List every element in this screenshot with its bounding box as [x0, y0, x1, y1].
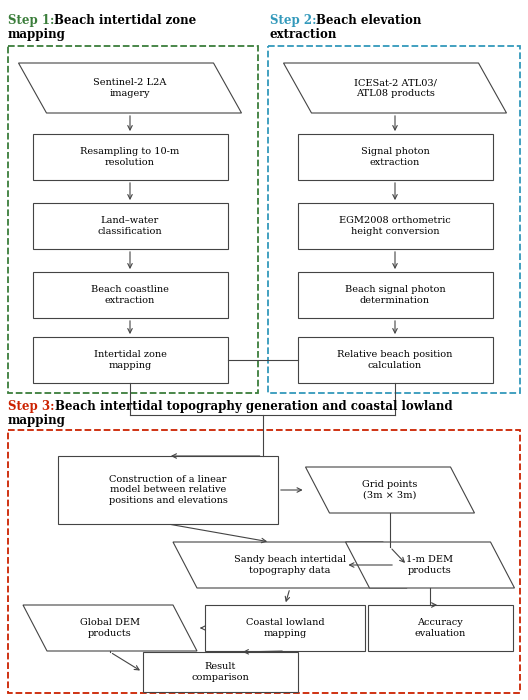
FancyBboxPatch shape — [33, 272, 228, 318]
Text: mapping: mapping — [8, 414, 66, 427]
Bar — [268, 46, 520, 393]
FancyBboxPatch shape — [33, 203, 228, 249]
Text: ICESat-2 ATL03/
ATL08 products: ICESat-2 ATL03/ ATL08 products — [354, 78, 437, 98]
Text: Intertidal zone
mapping: Intertidal zone mapping — [93, 350, 166, 370]
Text: 1-m DEM
products: 1-m DEM products — [407, 555, 454, 575]
Text: Coastal lowland
mapping: Coastal lowland mapping — [246, 618, 324, 638]
FancyBboxPatch shape — [33, 134, 228, 180]
Bar — [8, 430, 520, 693]
FancyBboxPatch shape — [297, 203, 493, 249]
FancyBboxPatch shape — [33, 337, 228, 383]
FancyBboxPatch shape — [297, 337, 493, 383]
Text: Step 2:: Step 2: — [270, 14, 316, 27]
Text: Sentinel-2 L2A
imagery: Sentinel-2 L2A imagery — [93, 78, 167, 98]
Text: Resampling to 10-m
resolution: Resampling to 10-m resolution — [80, 147, 180, 167]
Text: Beach intertidal topography generation and coastal lowland: Beach intertidal topography generation a… — [55, 400, 452, 413]
FancyBboxPatch shape — [143, 652, 297, 692]
Text: mapping: mapping — [8, 28, 66, 41]
Polygon shape — [23, 605, 197, 651]
FancyBboxPatch shape — [297, 134, 493, 180]
Text: Signal photon
extraction: Signal photon extraction — [361, 147, 429, 167]
FancyBboxPatch shape — [205, 605, 365, 651]
Polygon shape — [18, 63, 241, 113]
Text: Land–water
classification: Land–water classification — [98, 216, 162, 236]
Text: Construction of a linear
model between relative
positions and elevations: Construction of a linear model between r… — [109, 475, 228, 505]
Polygon shape — [173, 542, 407, 588]
Text: Sandy beach intertidal
topography data: Sandy beach intertidal topography data — [234, 555, 346, 575]
Text: Relative beach position
calculation: Relative beach position calculation — [337, 350, 452, 370]
Text: Beach elevation: Beach elevation — [316, 14, 421, 27]
Polygon shape — [306, 467, 475, 513]
FancyBboxPatch shape — [297, 272, 493, 318]
Bar — [8, 46, 258, 393]
Text: Beach intertidal zone: Beach intertidal zone — [54, 14, 196, 27]
Text: Accuracy
evaluation: Accuracy evaluation — [414, 618, 466, 638]
Text: Step 3:: Step 3: — [8, 400, 54, 413]
Text: Beach signal photon
determination: Beach signal photon determination — [345, 286, 445, 304]
Text: Global DEM
products: Global DEM products — [80, 618, 140, 638]
Text: Result
comparison: Result comparison — [191, 662, 249, 682]
Text: extraction: extraction — [270, 28, 337, 41]
Text: EGM2008 orthometric
height conversion: EGM2008 orthometric height conversion — [339, 216, 451, 236]
Polygon shape — [284, 63, 506, 113]
FancyBboxPatch shape — [367, 605, 513, 651]
Text: Step 1:: Step 1: — [8, 14, 54, 27]
Text: Grid points
(3m × 3m): Grid points (3m × 3m) — [362, 480, 418, 500]
Text: Beach coastline
extraction: Beach coastline extraction — [91, 286, 169, 304]
Polygon shape — [345, 542, 514, 588]
FancyBboxPatch shape — [58, 456, 278, 524]
